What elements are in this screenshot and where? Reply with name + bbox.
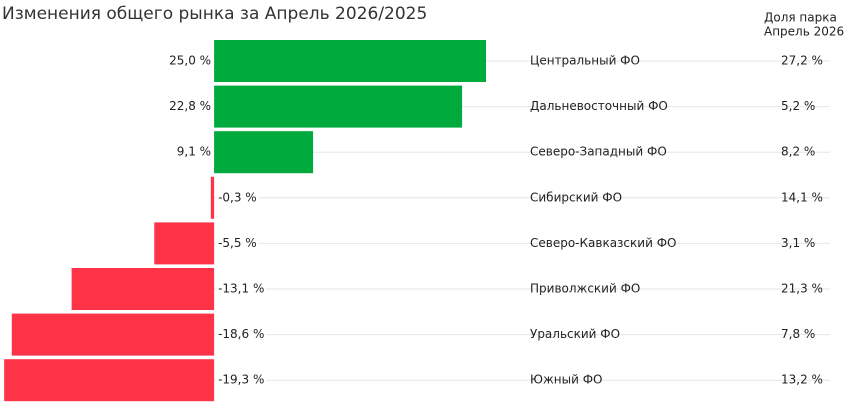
category-label: Северо-Кавказский ФО bbox=[530, 236, 676, 250]
bar bbox=[214, 85, 463, 128]
value-label: 25,0 % bbox=[169, 54, 211, 68]
bar bbox=[154, 222, 215, 265]
bar bbox=[4, 359, 215, 402]
share-label: 3,1 % bbox=[781, 236, 815, 250]
share-label: 27,2 % bbox=[781, 54, 823, 68]
value-label: -18,6 % bbox=[218, 327, 264, 341]
label-bg bbox=[216, 327, 267, 342]
share-label: 5,2 % bbox=[781, 99, 815, 113]
category-label: Дальневосточный ФО bbox=[530, 99, 668, 113]
value-label: -19,3 % bbox=[218, 373, 264, 387]
share-label: 13,2 % bbox=[781, 373, 823, 387]
value-label: 22,8 % bbox=[169, 99, 211, 113]
label-bg bbox=[216, 190, 259, 205]
category-label: Сибирский ФО bbox=[530, 190, 622, 204]
label-bg bbox=[216, 281, 267, 296]
category-label: Южный ФО bbox=[530, 373, 602, 387]
category-label: Приволжский ФО bbox=[530, 282, 640, 296]
value-label: -13,1 % bbox=[218, 282, 264, 296]
share-label: 21,3 % bbox=[781, 282, 823, 296]
category-label: Центральный ФО bbox=[530, 54, 640, 68]
bar bbox=[214, 40, 486, 82]
share-header: Доля парка bbox=[764, 11, 837, 25]
value-label: -0,3 % bbox=[218, 190, 257, 204]
category-label: Уральский ФО bbox=[530, 327, 620, 341]
bar bbox=[71, 268, 215, 310]
bar bbox=[214, 131, 314, 174]
share-label: 7,8 % bbox=[781, 327, 815, 341]
bar bbox=[210, 176, 215, 219]
category-label: Северо-Западный ФО bbox=[530, 145, 667, 159]
share-label: 14,1 % bbox=[781, 190, 823, 204]
chart-title: Изменения общего рынка за Апрель 2026/20… bbox=[2, 4, 427, 24]
value-label: 9,1 % bbox=[177, 145, 211, 159]
value-label: -5,5 % bbox=[218, 236, 257, 250]
bar bbox=[11, 313, 215, 356]
share-label: 8,2 % bbox=[781, 145, 815, 159]
label-bg bbox=[216, 372, 267, 387]
label-bg bbox=[216, 235, 259, 250]
share-header: Апрель 2026 bbox=[764, 25, 844, 39]
